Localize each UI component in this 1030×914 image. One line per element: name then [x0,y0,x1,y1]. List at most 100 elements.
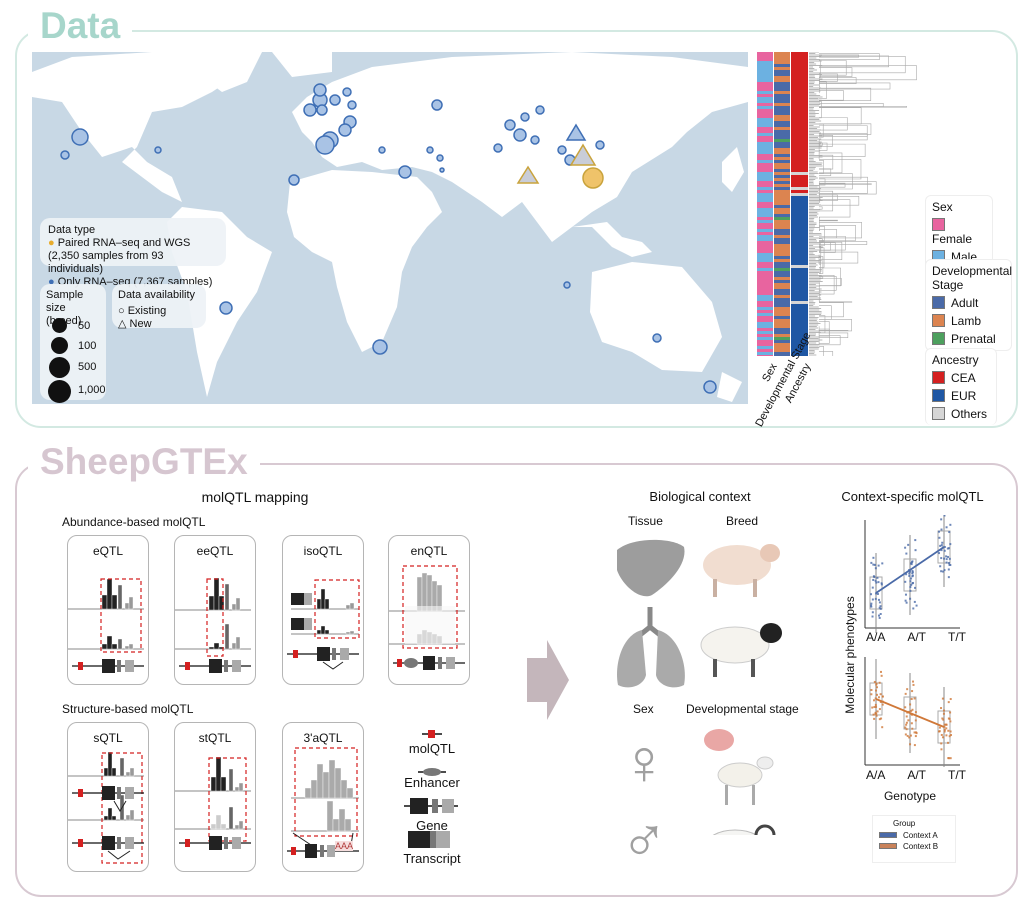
point [913,600,916,603]
ancestry-cell [791,169,808,172]
point [905,721,908,724]
point [940,549,943,552]
tissue-label: Tissue [628,514,663,528]
dev-cell [774,151,790,154]
triangle-icon: △ [118,318,127,330]
dev-cell [774,55,790,58]
point [910,722,913,725]
panel-enqtl: enQTL [388,535,470,685]
dev-cell [774,292,790,295]
dev-cell [774,235,790,238]
sex-cell [757,313,773,316]
ancestry-cell [791,178,808,181]
point [873,576,876,579]
molqtl-mapping-title: molQTL mapping [201,489,309,505]
swatch [879,843,897,849]
ancestry-cell [791,199,808,202]
sex-cell [757,82,773,85]
dev-cell [774,229,790,232]
point [943,549,946,552]
key-enhancer: Enhancer [404,775,460,790]
sex-cell [757,151,773,154]
sex-cell [757,286,773,289]
point [911,560,914,563]
ancestry-cell [791,217,808,220]
point [908,572,911,575]
dendro-branch [819,60,821,78]
point [872,713,875,716]
ancestry-cell [791,148,808,151]
legend-title: Developmental Stage [932,264,1013,292]
dendro-branch [819,55,890,68]
point [946,547,949,550]
dev-cell [774,355,790,356]
point [875,705,878,708]
dendrogram [809,52,917,356]
point [940,742,943,745]
point [908,574,911,577]
sex-cell [757,61,773,64]
paired-label: Paired RNA–seq and WGS [57,237,191,249]
sex-cell [757,76,773,79]
ancestry-cell [791,85,808,88]
dendro-branch [819,247,825,268]
point [870,693,873,696]
group-legend: Group Context A Context B [872,815,956,863]
ancestry-cell [791,316,808,319]
sex-cell [757,187,773,190]
dev-cell [774,322,790,325]
data-type-title: Data type [48,224,96,236]
box [937,530,951,564]
ancestry-cell [791,244,808,247]
point [950,734,952,737]
ancestry-cell [791,121,808,124]
availability-legend: Data availability ○ Existing △ New [112,284,206,330]
ancestry-cell [791,163,808,166]
point [904,593,907,596]
sex-cell [757,130,773,133]
point [945,723,948,726]
point [904,726,907,729]
bio-context-title: Biological context [649,489,751,504]
point [870,605,873,608]
point [878,616,881,619]
size-500-icon [49,357,70,378]
point [875,689,878,692]
point [946,741,949,744]
point [948,557,951,560]
dev-cell [774,196,790,199]
ancestry-cell [791,310,808,313]
dev-cell [774,244,790,247]
sex-cell [757,169,773,172]
dev-cell [774,187,790,190]
point [943,569,946,572]
dev-cell [774,271,790,274]
point [947,568,950,571]
sex-cell [757,133,773,136]
dendro-branch [819,251,859,264]
dendro-branch [819,246,822,265]
sex-cell [757,85,773,88]
point [915,604,918,607]
dev-cell [774,136,790,139]
dendro-branch [819,199,851,218]
panel-title: 3'aQTL [303,731,343,745]
ancestry-cell [791,214,808,217]
ancestry-cell [791,232,808,235]
dev-cell [774,52,790,55]
sample-bubbles [60,83,717,394]
ancestry-cell [791,52,808,55]
swatch [932,332,945,345]
sex-cell [757,142,773,145]
point [878,681,881,684]
dev-cell [774,103,790,106]
new-label: New [129,318,152,330]
sex-cell [757,349,773,352]
point [871,598,874,601]
point [909,734,912,737]
ancestry-cell [791,256,808,259]
swatch [932,371,945,384]
polya-tail: AAA [335,841,354,851]
sex-cell [757,199,773,202]
point [872,563,875,566]
